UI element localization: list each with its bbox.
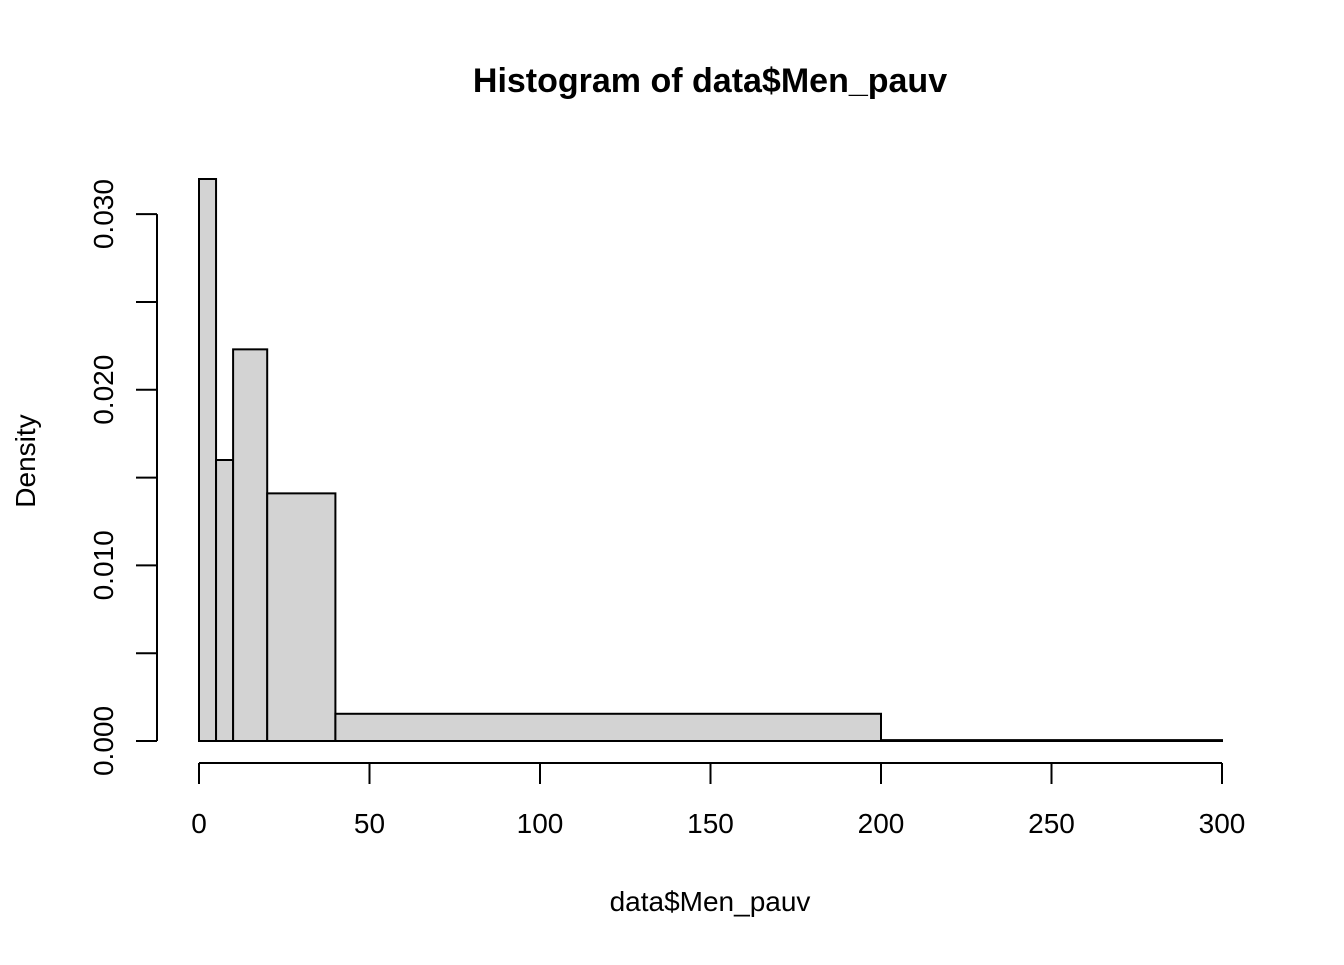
- x-tick-label: 200: [858, 808, 905, 839]
- x-tick-label: 50: [354, 808, 385, 839]
- x-axis: 0 50 100 150 200 250 300: [191, 762, 1246, 839]
- y-axis-label: Density: [10, 414, 41, 507]
- histogram-bar: [880, 739, 1223, 743]
- histogram-bar: [334, 712, 882, 743]
- y-tick-label: 0.000: [88, 706, 119, 776]
- x-tick-label: 150: [687, 808, 734, 839]
- x-tick-label: 100: [517, 808, 564, 839]
- y-axis: 0.000 0.010 0.020 0.030: [88, 179, 158, 776]
- histogram-bar: [215, 459, 235, 742]
- y-tick-label: 0.010: [88, 530, 119, 600]
- x-axis-label: data$Men_pauv: [610, 886, 811, 917]
- x-tick-label: 250: [1028, 808, 1075, 839]
- histogram-bar: [266, 492, 337, 742]
- y-tick-label: 0.020: [88, 355, 119, 425]
- histogram-bar: [198, 178, 218, 742]
- x-tick-label: 300: [1199, 808, 1246, 839]
- y-tick-label: 0.030: [88, 179, 119, 249]
- x-tick-label: 0: [191, 808, 207, 839]
- bars-group: [198, 178, 1223, 743]
- histogram-bar: [232, 348, 269, 742]
- chart-title: Histogram of data$Men_pauv: [473, 62, 947, 100]
